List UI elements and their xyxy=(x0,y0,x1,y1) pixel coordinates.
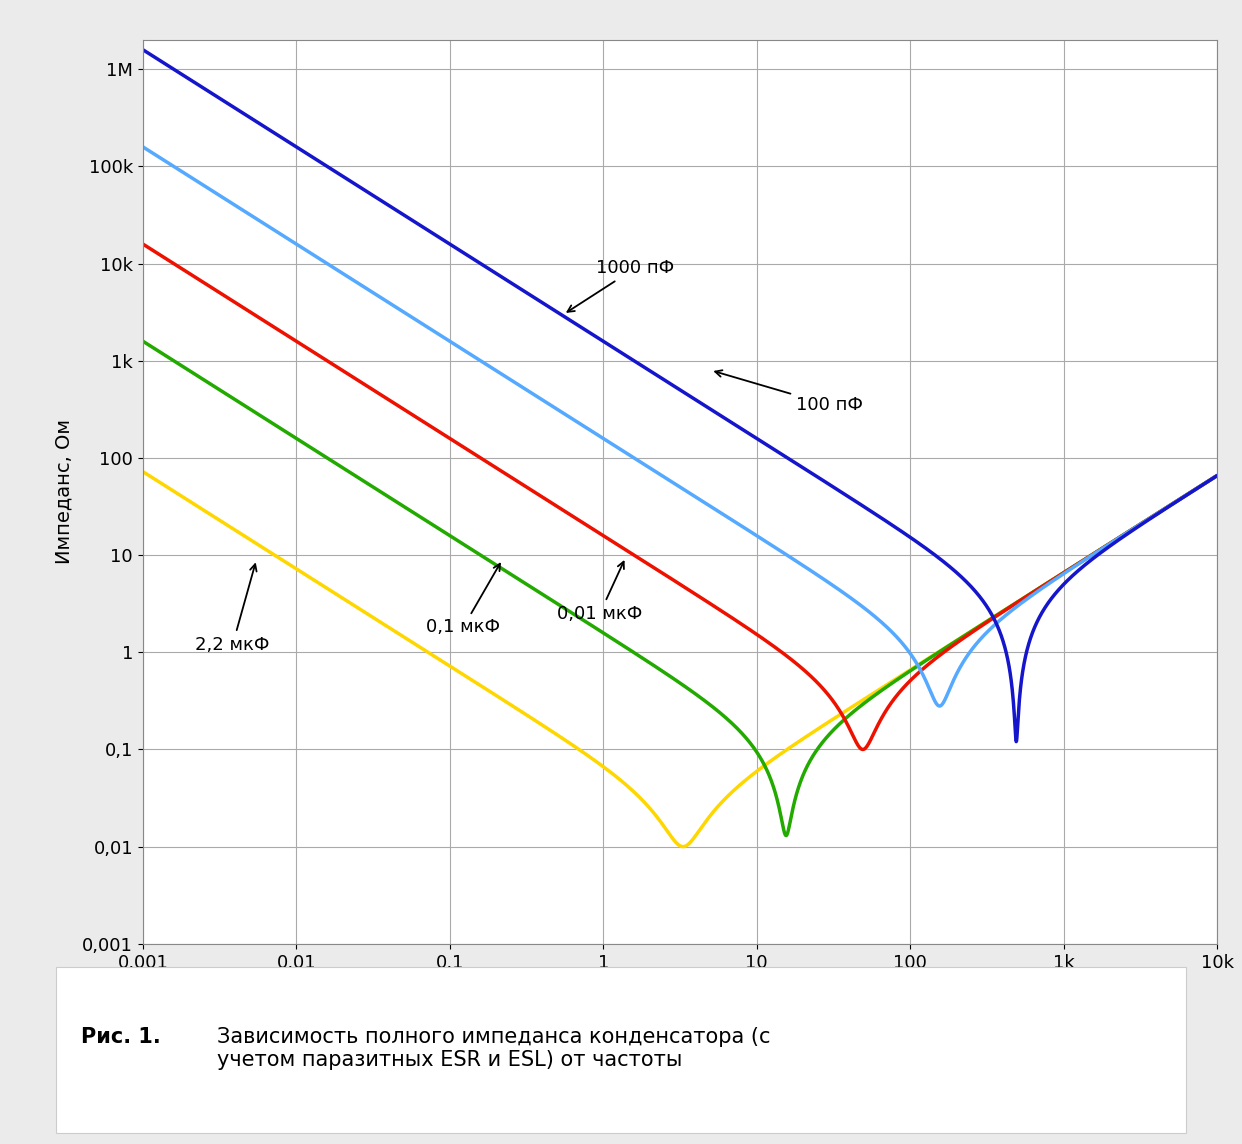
Text: Зависимость полного импеданса конденсатора (с
учетом паразитных ESR и ESL) от ча: Зависимость полного импеданса конденсато… xyxy=(217,1027,771,1070)
FancyBboxPatch shape xyxy=(56,967,1186,1133)
X-axis label: Частота, МГц: Частота, МГц xyxy=(611,980,749,999)
Y-axis label: Импеданс, Ом: Импеданс, Ом xyxy=(55,420,75,564)
Text: 0,1 мкФ: 0,1 мкФ xyxy=(426,564,501,636)
Text: 0,01 мкФ: 0,01 мкФ xyxy=(558,562,642,622)
Text: Рис. 1.: Рис. 1. xyxy=(81,1027,160,1047)
Text: 100 пФ: 100 пФ xyxy=(715,371,863,414)
Text: 1000 пФ: 1000 пФ xyxy=(568,259,674,312)
Text: 2,2 мкФ: 2,2 мкФ xyxy=(195,564,270,653)
